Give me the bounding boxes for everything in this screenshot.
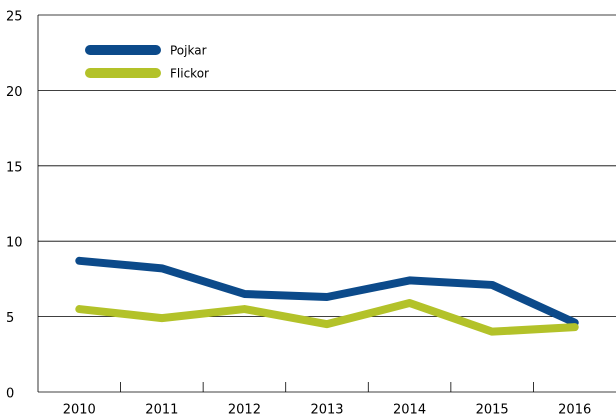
y-tick-label: 0 [6, 387, 14, 402]
x-tick-label: 2015 [476, 403, 509, 418]
legend-label: Pojkar [170, 44, 207, 58]
series-line [75, 256, 579, 327]
y-tick-label: 15 [6, 160, 23, 175]
y-tick-label: 25 [6, 10, 23, 25]
y-tick-label: 20 [6, 85, 23, 100]
x-tick-label: 2012 [228, 403, 261, 418]
x-tick-label: 2010 [63, 403, 96, 418]
x-tick-label: 2016 [558, 403, 591, 418]
y-tick-label: 5 [6, 311, 14, 326]
x-tick-label: 2013 [310, 403, 343, 418]
x-tick-label: 2014 [393, 403, 426, 418]
y-tick-label: 10 [6, 236, 23, 251]
series-line [75, 299, 579, 336]
legend-label: Flickor [170, 67, 209, 81]
x-tick-label: 2011 [145, 403, 178, 418]
